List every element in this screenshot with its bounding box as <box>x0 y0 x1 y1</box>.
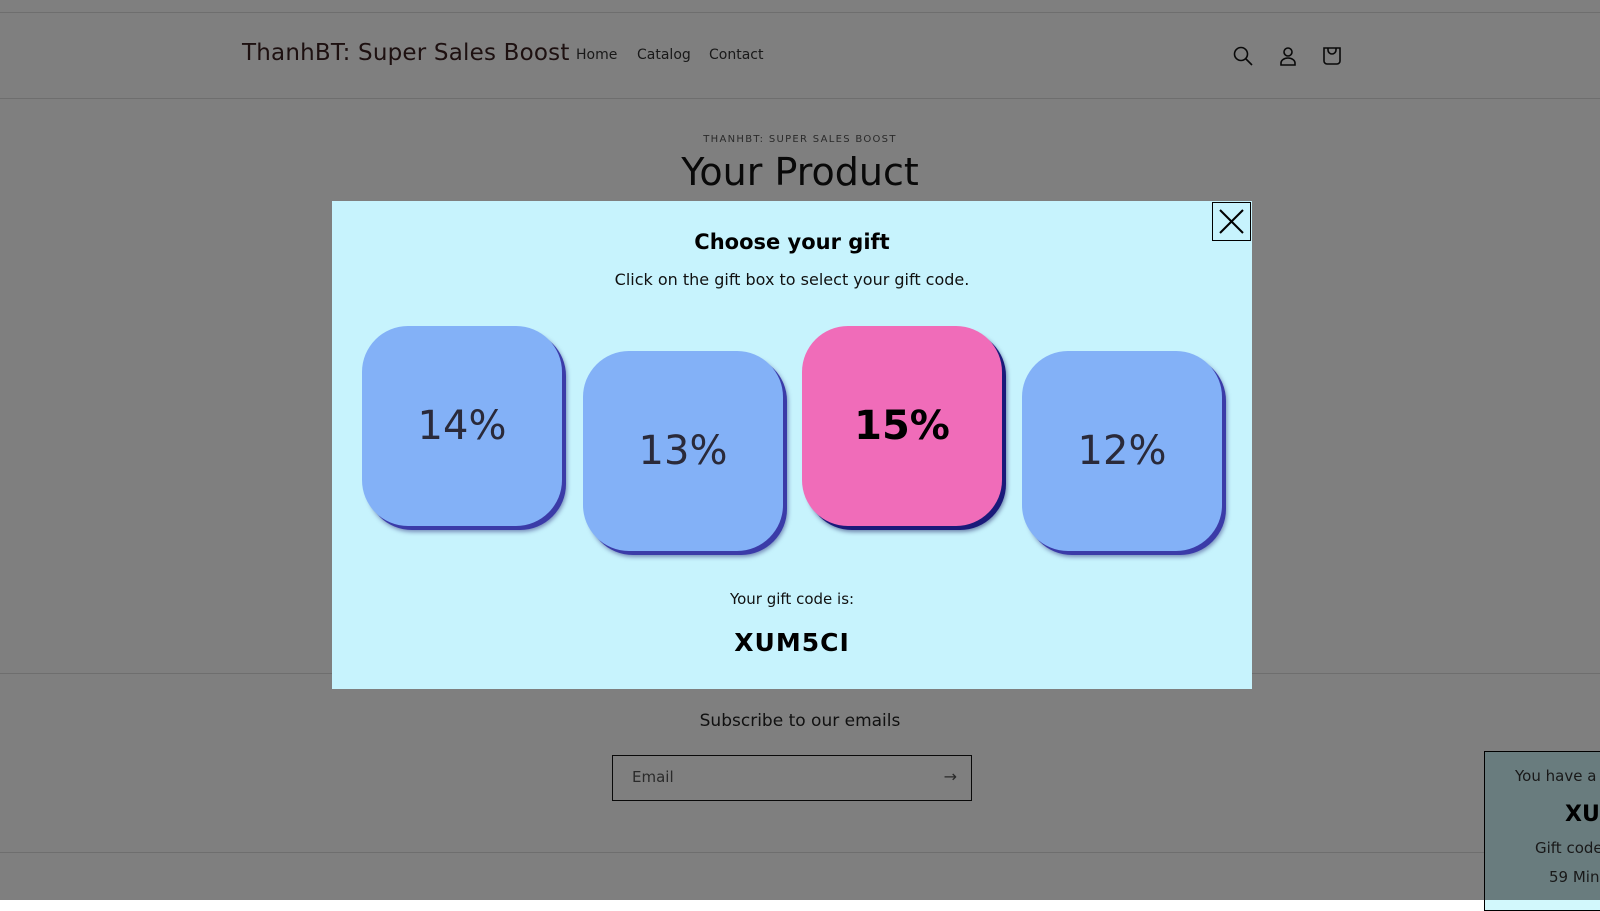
gift-box[interactable]: 14% <box>362 326 562 526</box>
close-icon <box>1219 209 1244 234</box>
gift-modal: Choose your gift Click on the gift box t… <box>332 201 1252 689</box>
gift-code-label: Your gift code is: <box>729 590 855 608</box>
modal-subtitle: Click on the gift box to select your gif… <box>614 270 970 289</box>
modal-title: Choose your gift <box>694 230 890 254</box>
gift-box-selected[interactable]: 15% <box>802 326 1002 526</box>
close-button[interactable] <box>1212 202 1251 241</box>
gift-box[interactable]: 12% <box>1022 351 1222 551</box>
gift-code: XUM5CI <box>734 628 850 657</box>
gift-box[interactable]: 13% <box>583 351 783 551</box>
